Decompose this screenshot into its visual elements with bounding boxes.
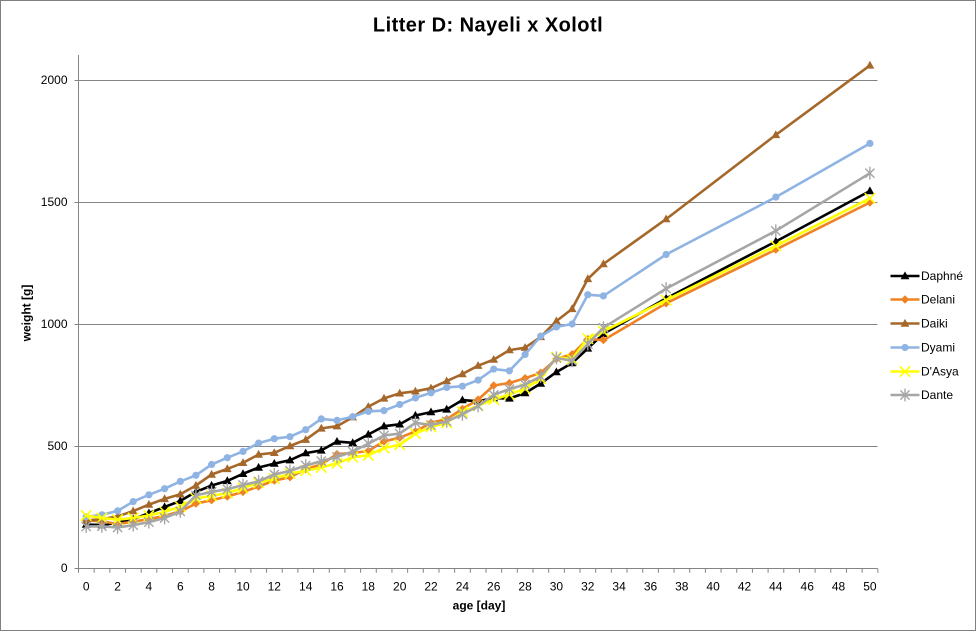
svg-text:28: 28 xyxy=(518,580,532,594)
svg-text:12: 12 xyxy=(268,580,282,594)
svg-text:Delani: Delani xyxy=(921,293,955,307)
svg-text:2: 2 xyxy=(114,580,121,594)
svg-text:24: 24 xyxy=(456,580,470,594)
svg-text:10: 10 xyxy=(236,580,250,594)
svg-text:42: 42 xyxy=(738,580,752,594)
svg-text:34: 34 xyxy=(612,580,626,594)
svg-text:1000: 1000 xyxy=(41,317,68,331)
svg-text:Dante: Dante xyxy=(921,388,953,402)
svg-text:1500: 1500 xyxy=(41,195,68,209)
svg-text:44: 44 xyxy=(769,580,783,594)
svg-text:D'Asya: D'Asya xyxy=(921,365,959,379)
svg-text:32: 32 xyxy=(581,580,595,594)
svg-text:Dyami: Dyami xyxy=(921,341,955,355)
svg-text:50: 50 xyxy=(863,580,877,594)
svg-text:2000: 2000 xyxy=(41,73,68,87)
svg-text:30: 30 xyxy=(550,580,564,594)
svg-text:14: 14 xyxy=(299,580,313,594)
svg-text:age [day]: age [day] xyxy=(453,599,506,613)
svg-text:20: 20 xyxy=(393,580,407,594)
svg-text:6: 6 xyxy=(177,580,184,594)
svg-text:40: 40 xyxy=(706,580,720,594)
svg-text:500: 500 xyxy=(47,439,67,453)
svg-text:48: 48 xyxy=(832,580,846,594)
svg-text:26: 26 xyxy=(487,580,501,594)
svg-text:4: 4 xyxy=(146,580,153,594)
svg-text:Litter D: Nayeli x Xolotl: Litter D: Nayeli x Xolotl xyxy=(373,15,603,37)
svg-text:0: 0 xyxy=(61,561,68,575)
svg-text:18: 18 xyxy=(362,580,376,594)
svg-text:16: 16 xyxy=(330,580,344,594)
svg-text:0: 0 xyxy=(83,580,90,594)
svg-text:8: 8 xyxy=(208,580,215,594)
svg-text:38: 38 xyxy=(675,580,689,594)
svg-text:36: 36 xyxy=(644,580,658,594)
svg-text:weight [g]: weight [g] xyxy=(20,285,34,343)
svg-text:Daiki: Daiki xyxy=(921,317,948,331)
svg-text:Daphné: Daphné xyxy=(921,269,963,283)
svg-text:22: 22 xyxy=(424,580,438,594)
svg-text:46: 46 xyxy=(801,580,815,594)
